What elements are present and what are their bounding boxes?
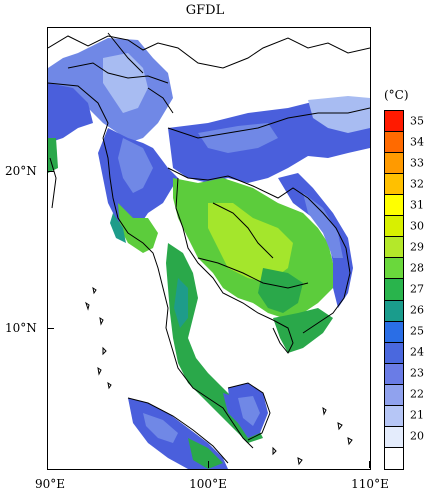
lat-tick-10 (47, 328, 54, 329)
colorbar-label: 31 (410, 198, 424, 212)
colorbar-swatch (385, 405, 403, 427)
colorbar-swatch (385, 111, 403, 133)
colorbar-label: 21 (410, 408, 424, 422)
lon-tick-110 (369, 461, 370, 468)
colorbar-unit: (°C) (384, 88, 409, 102)
colorbar-swatch (385, 195, 403, 217)
lat-tick-20 (47, 171, 54, 172)
region-south-china-mid (198, 123, 278, 153)
colorbar-label: 25 (410, 324, 424, 338)
colorbar-label: 26 (410, 303, 424, 317)
region-peninsula-teal (174, 278, 188, 328)
colorbar-label: 28 (410, 261, 424, 275)
colorbar-swatch (385, 447, 403, 469)
colorbar-label: 34 (410, 135, 424, 149)
region-mekong (273, 308, 333, 353)
lon-label-100: 100°E (189, 477, 227, 491)
colorbar-label: 33 (410, 156, 424, 170)
region-burma-central-light (118, 138, 153, 193)
colorbar-label: 29 (410, 240, 424, 254)
colorbar-swatch (385, 279, 403, 301)
region-west-band (48, 83, 93, 143)
colorbar-label: 30 (410, 219, 424, 233)
map-frame (47, 27, 371, 470)
colorbar-swatch (385, 384, 403, 406)
lon-tick-100 (208, 461, 209, 468)
colorbar-swatch (385, 300, 403, 322)
lat-label-10: 10°N (5, 321, 37, 335)
region-west-edge-green (48, 138, 58, 173)
colorbar-swatch (385, 132, 403, 154)
colorbar-swatch (385, 237, 403, 259)
colorbar-swatch (385, 258, 403, 280)
colorbar-label: 20 (410, 429, 424, 443)
region-sumatra-green (188, 438, 223, 469)
colorbar-swatch (385, 363, 403, 385)
region-south-china-light (308, 96, 370, 133)
colorbar-swatch (385, 426, 403, 448)
region-indochina-dark (258, 268, 303, 313)
region-north-burma-lightest (103, 53, 148, 113)
colorbar-label: 24 (410, 345, 424, 359)
colorbar-swatch (385, 153, 403, 175)
lat-label-20: 20°N (5, 164, 37, 178)
map-title: GFDL (185, 3, 225, 18)
coastlines (48, 32, 370, 464)
region-burma-coast-green (118, 203, 158, 253)
region-malaysia-east-mid (238, 396, 260, 426)
region-indochina-light (208, 203, 293, 283)
region-vietnam-blue (278, 173, 353, 308)
colorbar-label: 35 (410, 114, 424, 128)
temperature-map (48, 32, 370, 469)
region-sumatra-light (143, 413, 178, 443)
lon-tick-90 (47, 461, 48, 468)
region-burma-coast-teal (110, 213, 126, 243)
islands (85, 286, 353, 466)
colorbar-label: 22 (410, 387, 424, 401)
colorbar-swatch (385, 174, 403, 196)
colorbar-swatch (385, 342, 403, 364)
lon-label-110: 110°E (351, 477, 389, 491)
region-vietnam-mid (303, 193, 343, 258)
colorbar-label: 27 (410, 282, 424, 296)
region-peninsula (166, 243, 263, 443)
colorbar-label: 32 (410, 177, 424, 191)
colorbar-label: 23 (410, 366, 424, 380)
colorbar-swatch (385, 321, 403, 343)
colorbar (384, 110, 404, 470)
colorbar-swatch (385, 216, 403, 238)
lon-label-90: 90°E (34, 477, 66, 491)
